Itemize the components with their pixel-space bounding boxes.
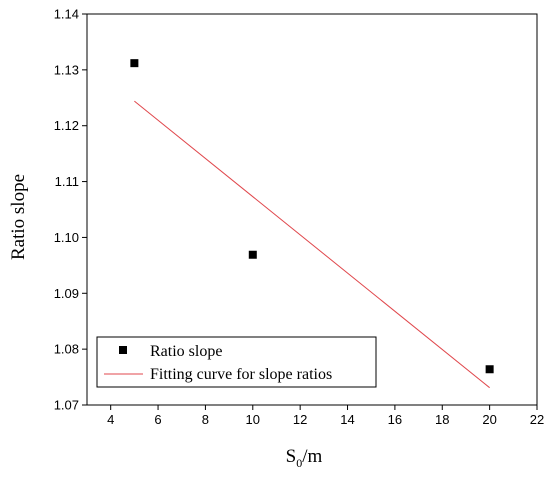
x-tick-label: 10	[246, 412, 260, 427]
y-tick-label: 1.11	[55, 174, 79, 189]
series	[130, 59, 494, 389]
x-axis-title-suffix: /m	[302, 446, 322, 467]
data-point-square	[130, 59, 139, 68]
legend-box	[96, 336, 377, 388]
y-tick-label: 1.12	[54, 118, 79, 133]
legend: Ratio slope Fitting curve for slope rati…	[96, 336, 377, 388]
x-tick-label: 20	[482, 412, 496, 427]
legend-label-ratio-slope: Ratio slope	[150, 343, 222, 360]
y-tick-label: 1.07	[54, 398, 79, 413]
fitting-curve-line	[134, 100, 490, 389]
data-point-square	[248, 250, 257, 259]
x-tick-label: 12	[293, 412, 307, 427]
ticks: 4 6 8 10 12 14 16 18 20 22 1.07 1.08 1.09 1.10 1.11 1.1…	[54, 7, 545, 428]
legend-marker-ratio-slope	[119, 346, 127, 354]
plot-frame	[86, 13, 538, 406]
data-point-square	[485, 365, 494, 374]
x-tick-label: 8	[202, 412, 209, 427]
x-axis-title-subscript: 0	[296, 456, 302, 470]
y-tick-label: 1.08	[54, 342, 79, 357]
y-tick-label: 1.09	[54, 286, 79, 301]
x-tick-label: 4	[107, 412, 114, 427]
x-tick-label: 6	[154, 412, 161, 427]
axes	[86, 13, 538, 406]
y-tick-label: 1.13	[54, 62, 79, 77]
x-axis-title-main: S	[286, 446, 297, 467]
x-tick-label: 14	[340, 412, 354, 427]
x-tick-label: 18	[435, 412, 449, 427]
y-tick-label: 1.14	[54, 7, 79, 22]
x-tick-label: 16	[388, 412, 402, 427]
x-tick-label: 22	[530, 412, 544, 427]
legend-label-fitting-curve: Fitting curve for slope ratios	[150, 366, 332, 383]
y-tick-label: 1.10	[54, 230, 79, 245]
x-axis-title: S0/m	[286, 446, 323, 470]
y-axis-title: Ratio slope	[8, 174, 29, 260]
